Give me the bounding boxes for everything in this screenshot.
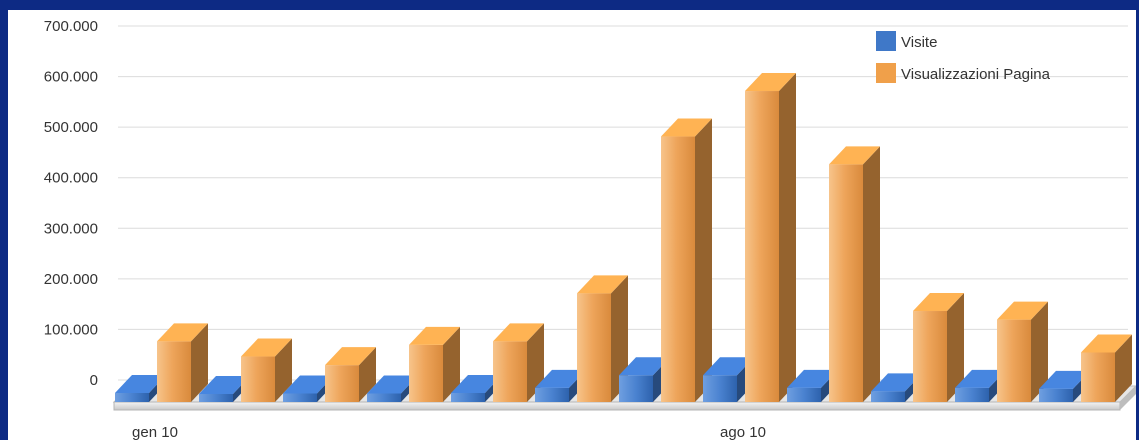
bar-top [535, 369, 586, 388]
bar-visualizzazioni-pagina [745, 73, 796, 402]
y-tick-label: 700.000 [44, 18, 98, 35]
y-tick-label: 100.000 [44, 321, 98, 338]
bar-front [661, 136, 695, 402]
bar-front [325, 365, 359, 402]
y-tick-label: 300.000 [44, 220, 98, 237]
bar-top [619, 357, 670, 376]
bar-front [157, 341, 191, 402]
bar-front [199, 393, 233, 402]
y-tick-label: 600.000 [44, 69, 98, 86]
bar-visualizzazioni-pagina [661, 118, 712, 402]
legend-item-visite: Visite [876, 31, 937, 51]
bars [115, 73, 1132, 402]
bar-top [871, 373, 922, 392]
bar-side [695, 118, 712, 402]
y-tick-label: 500.000 [44, 119, 98, 136]
bar-visualizzazioni-pagina [1081, 334, 1132, 402]
bar-side [779, 73, 796, 402]
bar-top [955, 369, 1006, 388]
bar-top [157, 323, 208, 342]
bar-front [577, 293, 611, 402]
legend-swatch [876, 63, 896, 83]
bar-front [913, 311, 947, 402]
bar-top [115, 374, 166, 393]
bar-visualizzazioni-pagina [241, 338, 292, 402]
bar-side [527, 323, 544, 402]
bar-top [241, 338, 292, 357]
bar-top [829, 146, 880, 165]
y-tick-label: 400.000 [44, 170, 98, 187]
bar-front [241, 356, 275, 402]
legend-item-visualizzazioni-pagina: Visualizzazioni Pagina [876, 63, 1051, 83]
bar-side [191, 323, 208, 402]
legend-swatch [876, 31, 896, 51]
bar-side [359, 347, 376, 402]
bar-front [367, 393, 401, 402]
y-tick-label: 200.000 [44, 271, 98, 288]
bar-front [787, 387, 821, 402]
bar-side [863, 146, 880, 402]
bar-top [493, 323, 544, 342]
bar-top [283, 375, 334, 394]
bar-top [1081, 334, 1132, 353]
bar-top [367, 375, 418, 394]
bar-top [199, 375, 250, 394]
x-axis-labels: gen 10 ago 10 [132, 424, 766, 440]
bar-top [745, 73, 796, 92]
bar-visualizzazioni-pagina [325, 347, 376, 402]
bar-front [871, 391, 905, 402]
bar-chart: 0 100.000 200.000 300.000 400.000 500.000 600.… [44, 18, 1136, 440]
bar-top [787, 369, 838, 388]
bar-front [283, 393, 317, 402]
x-tick-label: ago 10 [720, 424, 766, 440]
y-tick-label: 0 [90, 372, 98, 389]
bar-top [451, 374, 502, 393]
bar-side [1031, 301, 1048, 402]
bar-top [325, 347, 376, 366]
bar-front [493, 341, 527, 402]
bar-top [409, 326, 460, 345]
bar-front [115, 392, 149, 402]
bar-visualizzazioni-pagina [829, 146, 880, 402]
bar-front [997, 319, 1031, 402]
bar-visualizzazioni-pagina [409, 326, 460, 402]
y-axis-labels: 0 100.000 200.000 300.000 400.000 500.000 600.… [44, 18, 98, 389]
bar-front [1081, 352, 1115, 402]
legend-label: Visite [901, 34, 937, 51]
bar-visualizzazioni-pagina [493, 323, 544, 402]
bar-top [997, 301, 1048, 320]
bar-top [913, 293, 964, 312]
bar-side [275, 338, 292, 402]
bar-side [1115, 334, 1132, 402]
legend: Visite Visualizzazioni Pagina [876, 31, 1051, 83]
legend-label: Visualizzazioni Pagina [901, 66, 1051, 83]
bar-top [1039, 370, 1090, 389]
floor-front [113, 401, 1121, 411]
bar-visualizzazioni-pagina [913, 293, 964, 402]
bar-front [703, 375, 737, 402]
bar-front [745, 91, 779, 402]
bar-top [577, 275, 628, 294]
bar-visualizzazioni-pagina [997, 301, 1048, 402]
floor-side [1120, 386, 1136, 410]
chart-frame: 0 100.000 200.000 300.000 400.000 500.000 600.… [8, 10, 1136, 440]
bar-side [443, 326, 460, 402]
bar-front [829, 164, 863, 402]
bar-front [619, 375, 653, 402]
bar-front [1039, 388, 1073, 402]
bar-top [661, 118, 712, 137]
bar-front [955, 387, 989, 402]
bar-visualizzazioni-pagina [157, 323, 208, 402]
bar-front [409, 344, 443, 402]
x-tick-label: gen 10 [132, 424, 178, 440]
bar-top [703, 357, 754, 376]
bar-front [535, 387, 569, 402]
bar-front [451, 392, 485, 402]
bar-side [947, 293, 964, 402]
